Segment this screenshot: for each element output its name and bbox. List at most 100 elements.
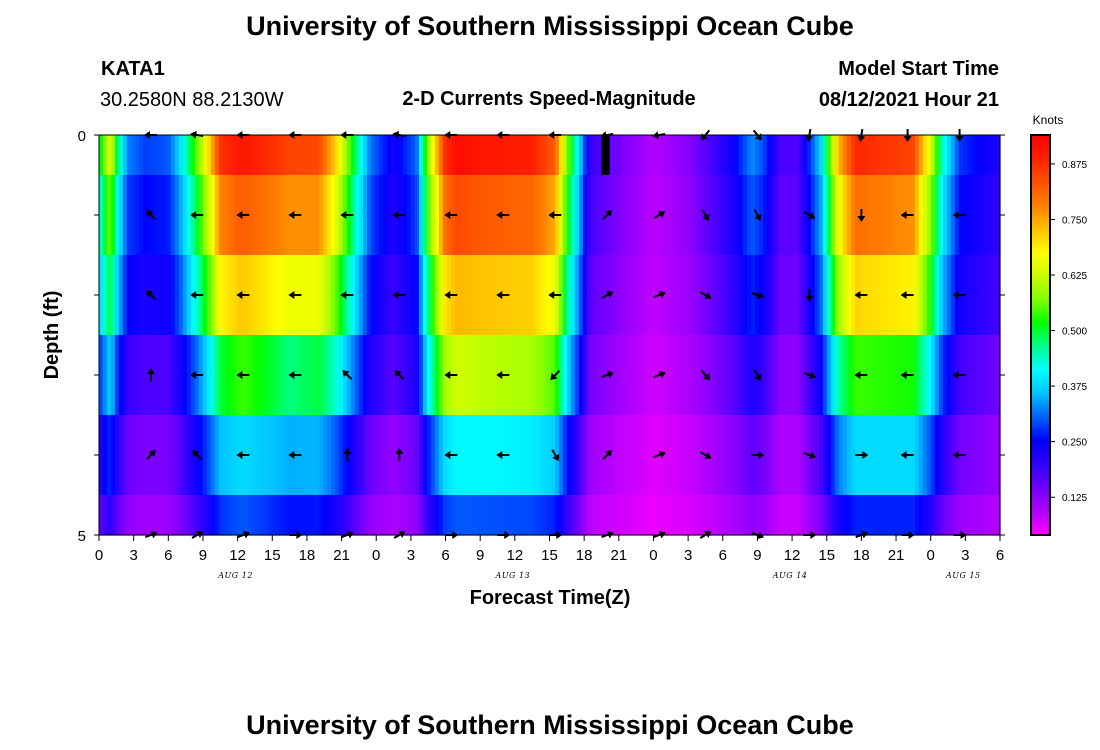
heatmap-cell [399, 495, 404, 536]
heatmap-cell [599, 255, 604, 336]
heatmap-cell [667, 135, 672, 176]
colorbar-band [1031, 449, 1050, 452]
current-arrow [340, 211, 354, 219]
colorbar-tick-label: 0.875 [1062, 160, 1087, 171]
heatmap-cell [839, 175, 844, 256]
heatmap-cell [527, 495, 532, 536]
heatmap-cell [531, 175, 536, 256]
heatmap-cell [747, 135, 752, 176]
colorbar-band [1031, 531, 1050, 534]
heatmap-cell [883, 335, 888, 416]
heatmap-cell [827, 415, 832, 496]
heatmap-cell [711, 415, 716, 496]
heatmap-cell [415, 135, 420, 176]
heatmap-cell [247, 135, 252, 176]
heatmap-cell [535, 495, 540, 536]
colorbar-band [1031, 221, 1050, 224]
heatmap-cell [215, 135, 220, 176]
heatmap-cell [479, 495, 484, 536]
heatmap-cell [159, 335, 164, 416]
current-arrow [444, 211, 458, 219]
heatmap-cell [207, 495, 212, 536]
heatmap-cell [111, 255, 116, 336]
colorbar-band [1031, 429, 1050, 432]
heatmap-cell [239, 495, 244, 536]
heatmap-cell [311, 255, 316, 336]
heatmap-cell [671, 335, 676, 416]
current-arrow [146, 450, 156, 460]
heatmap-cell [143, 495, 148, 536]
heatmap-cell [151, 175, 156, 256]
heatmap-cell [971, 415, 976, 496]
heatmap-cell [463, 135, 468, 176]
heatmap-cell [231, 495, 236, 536]
current-arrow [854, 291, 868, 299]
colorbar-band [1031, 501, 1050, 504]
heatmap-cell [303, 175, 308, 256]
heatmap-cell [355, 175, 360, 256]
heatmap-cell [983, 175, 988, 256]
heatmap-cell [319, 495, 324, 536]
heatmap-cell [375, 335, 380, 416]
heatmap-cell [871, 135, 876, 176]
heatmap-cell [359, 175, 364, 256]
heatmap-cell [983, 255, 988, 336]
heatmap-cell [923, 175, 928, 256]
heatmap-cell [307, 135, 312, 176]
heatmap-cell [843, 335, 848, 416]
heatmap-cell [835, 415, 840, 496]
heatmap-cell [711, 175, 716, 256]
heatmap-cell [903, 135, 908, 176]
heatmap-cell [691, 175, 696, 256]
heatmap-cell [127, 415, 132, 496]
colorbar-band [1031, 435, 1050, 438]
colorbar-band [1031, 475, 1050, 478]
heatmap-cell [399, 415, 404, 496]
colorbar-band [1031, 521, 1050, 524]
heatmap-cell [115, 415, 120, 496]
heatmap-cell [219, 175, 224, 256]
heatmap-cell [347, 335, 352, 416]
colorbar-band [1031, 317, 1050, 320]
heatmap-cell [355, 135, 360, 176]
heatmap-cell [231, 255, 236, 336]
x-tick-label: 12 [229, 547, 246, 564]
heatmap-cell [119, 255, 124, 336]
heatmap-cell [231, 335, 236, 416]
colorbar-tick-label: 0.125 [1062, 493, 1087, 504]
heatmap-cell [727, 135, 732, 176]
heatmap-cell [135, 255, 140, 336]
heatmap-cell [99, 175, 104, 256]
heatmap-cell [199, 135, 204, 176]
heatmap-cell [579, 495, 584, 536]
heatmap-cell [751, 135, 756, 176]
colorbar-band [1031, 421, 1050, 424]
heatmap-cell [559, 415, 564, 496]
heatmap-cell [163, 175, 168, 256]
heatmap-cell [359, 495, 364, 536]
current-arrow [394, 370, 405, 380]
heatmap-cell [915, 335, 920, 416]
current-arrow [753, 369, 762, 382]
colorbar-band [1031, 265, 1050, 268]
heatmap-cell [411, 335, 416, 416]
heatmap-cell [531, 255, 536, 336]
heatmap-cell [967, 415, 972, 496]
date-label: AUG 15 [945, 571, 981, 580]
heatmap-cell [619, 175, 624, 256]
heatmap-cell [351, 335, 356, 416]
heatmap-cell [767, 495, 772, 536]
heatmap-cell [135, 495, 140, 536]
heatmap-cell [107, 415, 112, 496]
heatmap-cell [827, 335, 832, 416]
colorbar-band [1031, 359, 1050, 362]
heatmap-cell [103, 135, 108, 176]
heatmap-cell [463, 415, 468, 496]
current-arrow [288, 451, 302, 459]
heatmap-cell [679, 255, 684, 336]
heatmap-cell [567, 175, 572, 256]
heatmap-cell [203, 135, 208, 176]
heatmap-cell [471, 335, 476, 416]
heatmap-cell [919, 335, 924, 416]
colorbar-band [1031, 519, 1050, 522]
